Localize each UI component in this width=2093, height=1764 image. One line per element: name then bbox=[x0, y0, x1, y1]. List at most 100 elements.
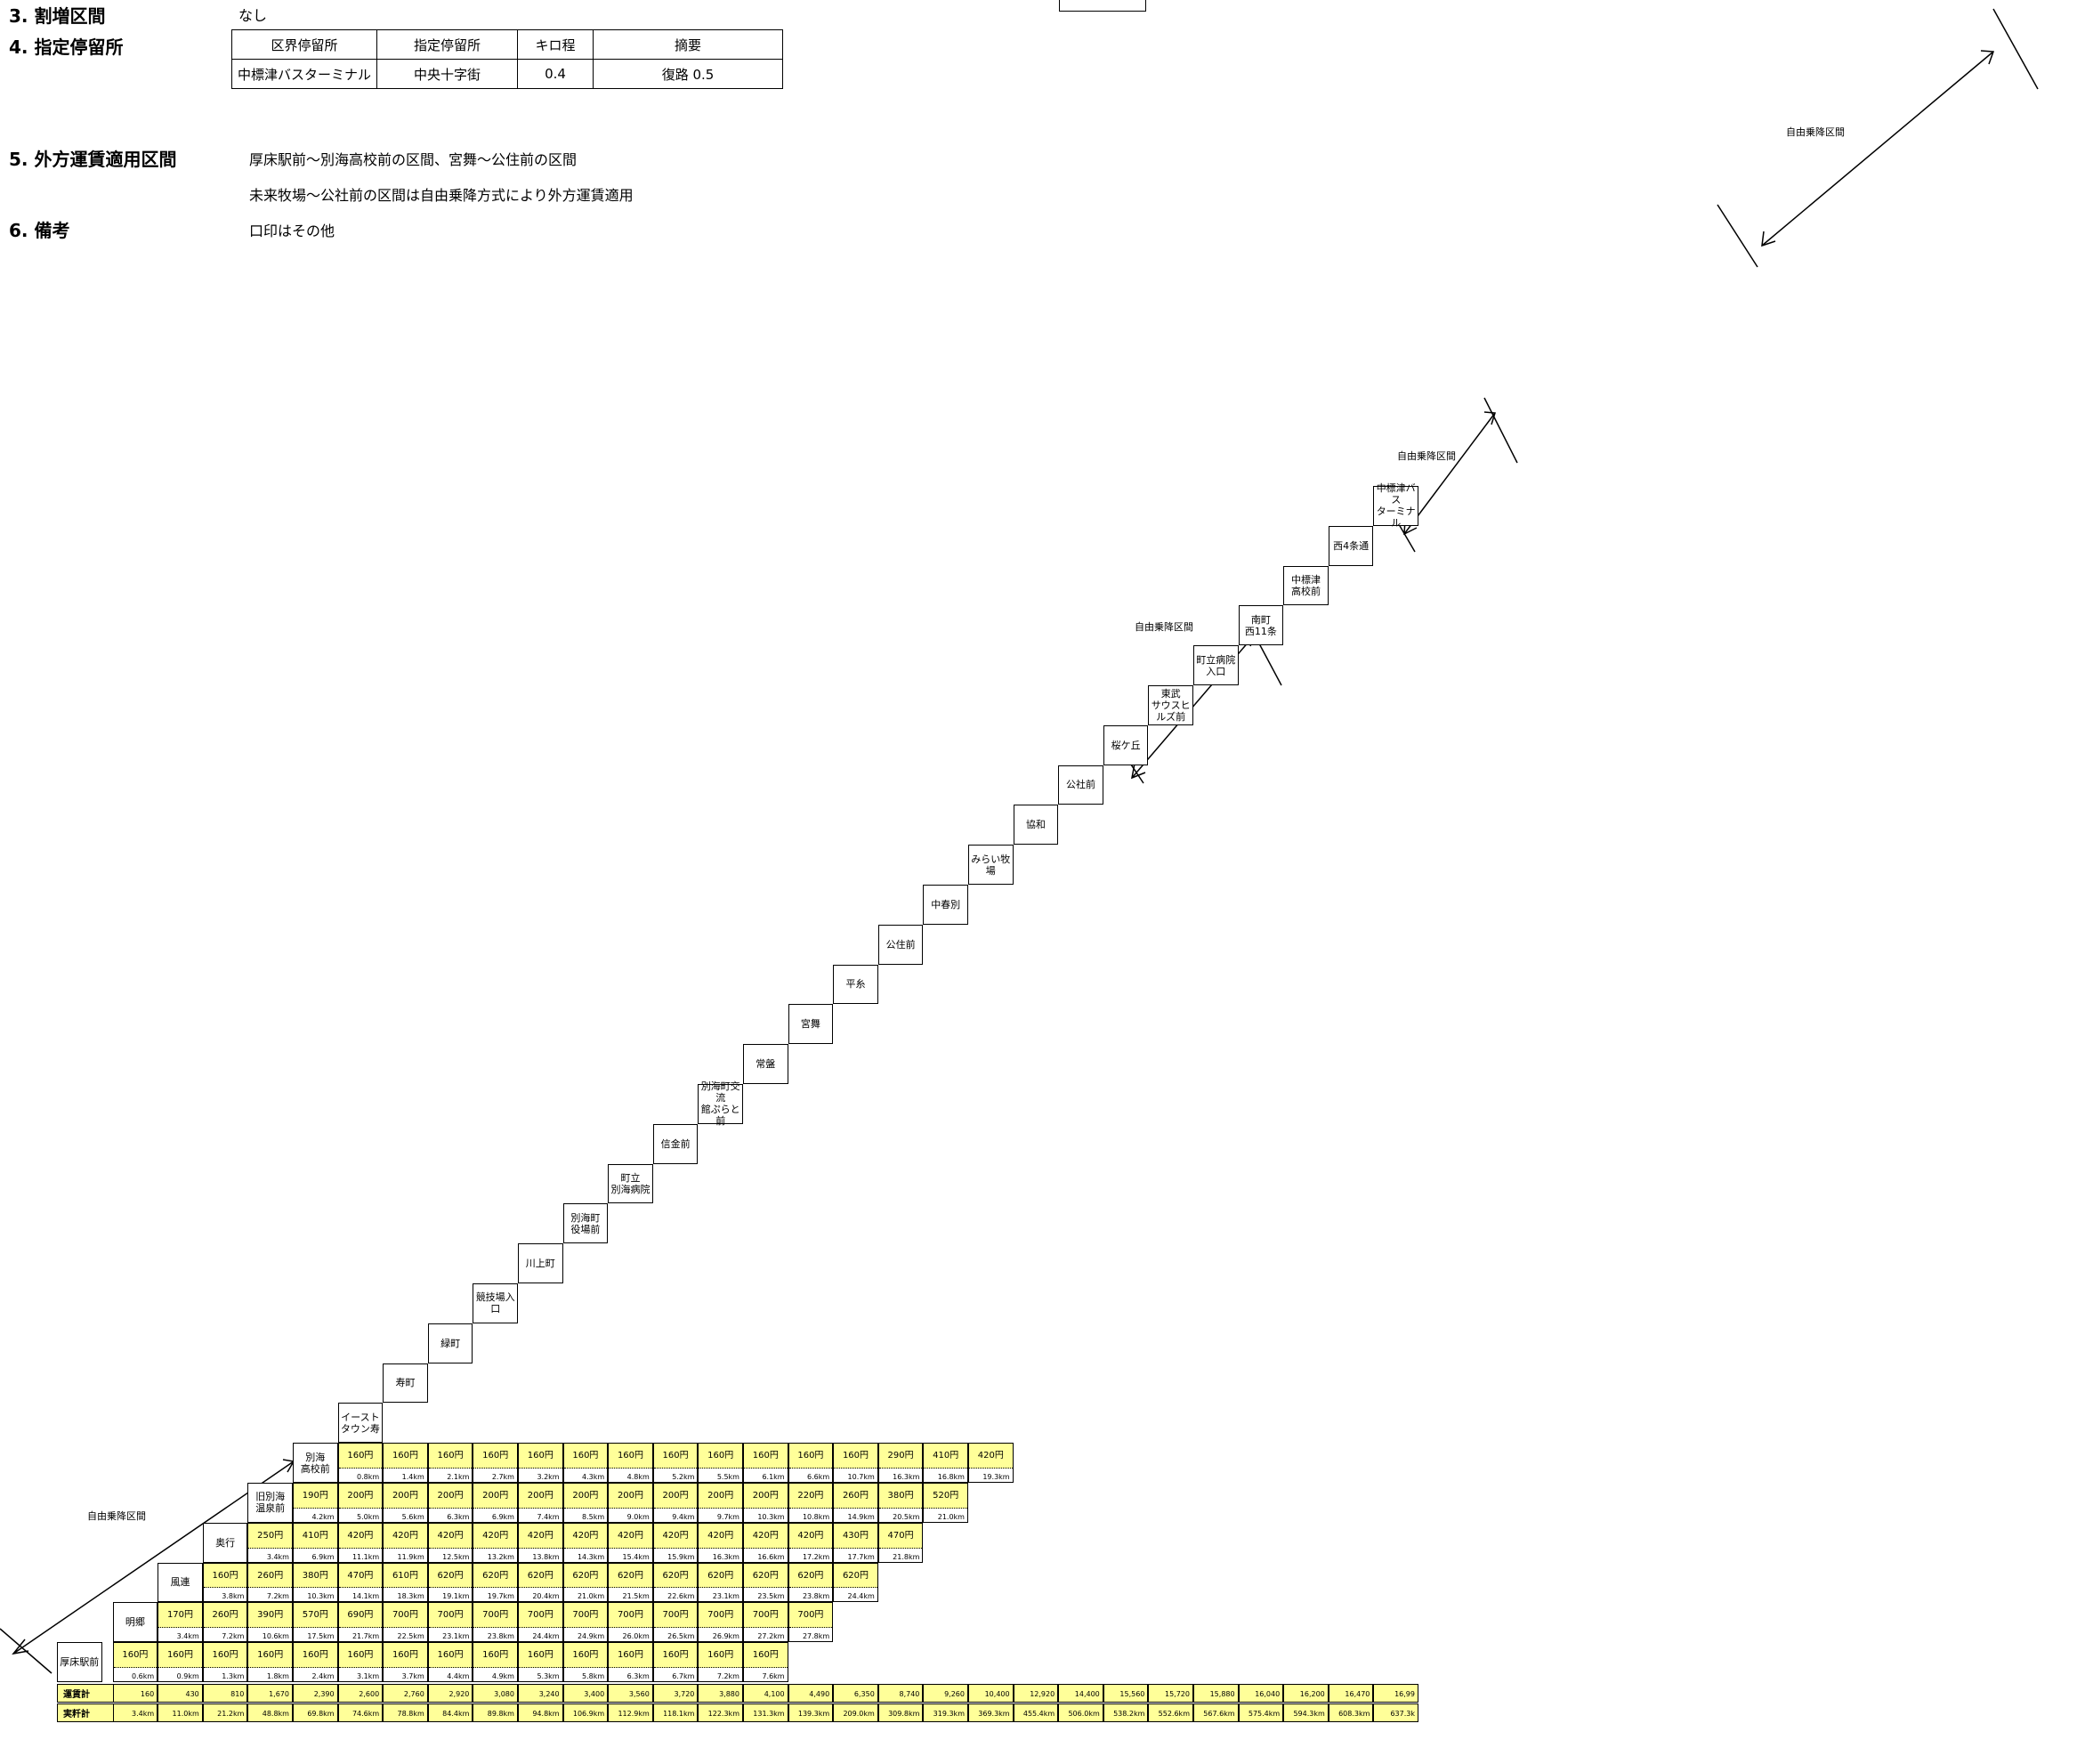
fare-value: 420円 bbox=[699, 1523, 742, 1549]
fare-cell: 290円 16.3km bbox=[877, 1443, 924, 1483]
distance-value: 11.9km bbox=[397, 1552, 424, 1561]
distance-total-cell: 84.4km bbox=[427, 1703, 473, 1722]
fare-value: 160円 bbox=[294, 1643, 337, 1668]
fare-cell: 410円 6.9km bbox=[293, 1522, 338, 1563]
fare-value: 620円 bbox=[609, 1563, 652, 1589]
free-section-label-2: 自由乗降区間 bbox=[1135, 621, 1193, 633]
fare-cell: 420円 15.4km bbox=[608, 1522, 653, 1563]
header-designated-stop: 指定停留所 bbox=[376, 29, 518, 60]
fare-cell: 620円 24.4km bbox=[833, 1562, 878, 1603]
fare-value: 380円 bbox=[294, 1563, 337, 1589]
header-boundary-stop: 区界停留所 bbox=[231, 29, 377, 60]
fare-cell: 620円 23.5km bbox=[743, 1562, 788, 1603]
fare-value: 200円 bbox=[744, 1484, 788, 1509]
fare-cell: 380円 10.3km bbox=[293, 1562, 338, 1603]
stop-name-22: 公社前 bbox=[1058, 765, 1103, 805]
fare-value: 160円 bbox=[428, 1444, 473, 1469]
distance-value: 0.6km bbox=[132, 1671, 155, 1680]
fare-cell: 700円 26.5km bbox=[652, 1602, 699, 1643]
fare-total-cell: 14,400 bbox=[1058, 1684, 1103, 1703]
fare-cell: 160円 1.3km bbox=[202, 1642, 248, 1682]
fare-cell: 610円 18.3km bbox=[383, 1562, 428, 1603]
stop-name-1: 明郷 bbox=[112, 1602, 158, 1643]
distance-total-cell: 608.3km bbox=[1328, 1703, 1374, 1722]
fare-value: 160円 bbox=[203, 1643, 247, 1668]
stop-name-28: 西4条通 bbox=[1328, 525, 1374, 566]
distance-value: 10.3km bbox=[307, 1592, 335, 1601]
stop-name-25: 町立病院 入口 bbox=[1193, 645, 1239, 685]
stop-name-10: 川上町 bbox=[518, 1243, 563, 1283]
fare-value: 160円 bbox=[653, 1444, 698, 1469]
fare-value: 160円 bbox=[519, 1643, 562, 1668]
stop-name-15: 常盤 bbox=[743, 1044, 788, 1084]
stop-name-29: 中標津バス ターミナル bbox=[1373, 482, 1418, 529]
distance-total-label: 実粁計 bbox=[57, 1703, 117, 1722]
distance-total-cell: 11.0km bbox=[158, 1703, 203, 1722]
stop-name-19: 中春別 bbox=[923, 885, 968, 925]
distance-value: 6.7km bbox=[672, 1671, 695, 1680]
fare-value: 620円 bbox=[563, 1563, 608, 1589]
section-3-label: 3. 割増区間 bbox=[9, 5, 106, 27]
distance-total-cell: 78.8km bbox=[383, 1703, 428, 1722]
distance-total-cell: 89.8km bbox=[473, 1703, 518, 1722]
fare-total-cell: 15,720 bbox=[1148, 1684, 1193, 1703]
distance-total-cell: 209.0km bbox=[833, 1703, 878, 1722]
distance-value: 12.5km bbox=[442, 1552, 470, 1561]
fare-value: 160円 bbox=[338, 1643, 383, 1668]
fare-value: 200円 bbox=[699, 1484, 742, 1509]
fare-value: 700円 bbox=[609, 1603, 652, 1629]
fare-value: 620円 bbox=[428, 1563, 473, 1589]
fare-cell: 700円 27.2km bbox=[743, 1602, 788, 1643]
distance-value: 4.4km bbox=[447, 1671, 470, 1680]
fare-value: 420円 bbox=[969, 1444, 1013, 1469]
distance-value: 17.7km bbox=[847, 1552, 875, 1561]
fare-cell: 160円 7.6km bbox=[743, 1642, 788, 1682]
fare-cell: 700円 24.4km bbox=[518, 1602, 563, 1643]
fare-value: 160円 bbox=[609, 1643, 652, 1668]
fare-cell: 380円 20.5km bbox=[877, 1483, 924, 1523]
distance-value: 7.2km bbox=[716, 1671, 739, 1680]
distance-total-cell: 506.0km bbox=[1058, 1703, 1103, 1722]
stop-name-17: 平糸 bbox=[833, 964, 878, 1005]
distance-value: 16.3km bbox=[712, 1552, 739, 1561]
distance-total-cell: 94.8km bbox=[518, 1703, 563, 1722]
section-4-label: 4. 指定停留所 bbox=[9, 36, 124, 58]
distance-total-cell: 106.9km bbox=[562, 1703, 609, 1722]
free-section-label-4: 自由乗降区間 bbox=[1786, 126, 1845, 138]
fare-cell: 420円 16.3km bbox=[698, 1522, 743, 1563]
fare-cell: 700円 23.1km bbox=[427, 1602, 473, 1643]
distance-value: 22.6km bbox=[667, 1592, 695, 1601]
fare-cell: 700円 24.9km bbox=[562, 1602, 609, 1643]
distance-value: 2.4km bbox=[311, 1671, 335, 1680]
fare-total-cell: 3,720 bbox=[652, 1684, 699, 1703]
fare-value: 160円 bbox=[653, 1643, 698, 1668]
distance-value: 20.5km bbox=[893, 1512, 920, 1521]
fare-total-cell: 160 bbox=[112, 1684, 158, 1703]
distance-value: 5.5km bbox=[716, 1472, 739, 1481]
fare-cell: 420円 14.3km bbox=[562, 1522, 609, 1563]
fare-cell: 160円 5.5km bbox=[698, 1443, 743, 1483]
fare-value: 200円 bbox=[338, 1484, 383, 1509]
distance-value: 6.6km bbox=[807, 1472, 830, 1481]
fare-total-cell: 2,760 bbox=[383, 1684, 428, 1703]
fare-total-cell: 3,080 bbox=[473, 1684, 518, 1703]
fare-value: 420円 bbox=[744, 1523, 788, 1549]
distance-value: 17.5km bbox=[307, 1632, 335, 1641]
fare-value: 170円 bbox=[158, 1603, 202, 1629]
distance-value: 16.3km bbox=[893, 1472, 920, 1481]
fare-value: 470円 bbox=[878, 1523, 923, 1549]
fare-value: 200円 bbox=[609, 1484, 652, 1509]
fare-cell: 470円 21.8km bbox=[877, 1522, 924, 1563]
distance-value: 22.5km bbox=[397, 1632, 424, 1641]
fare-total-cell: 3,240 bbox=[518, 1684, 563, 1703]
stop-name-9: 競技場入口 bbox=[473, 1283, 518, 1323]
fare-value: 200円 bbox=[519, 1484, 562, 1509]
fare-value: 160円 bbox=[158, 1643, 202, 1668]
distance-value: 13.2km bbox=[487, 1552, 514, 1561]
fare-total-cell: 4,100 bbox=[743, 1684, 788, 1703]
fare-total-cell: 4,490 bbox=[788, 1684, 834, 1703]
cell-designated-stop: 中央十字街 bbox=[376, 59, 518, 89]
distance-value: 21.5km bbox=[622, 1592, 650, 1601]
fare-value: 160円 bbox=[788, 1444, 833, 1469]
stop-name-12: 町立 別海病院 bbox=[608, 1163, 653, 1204]
